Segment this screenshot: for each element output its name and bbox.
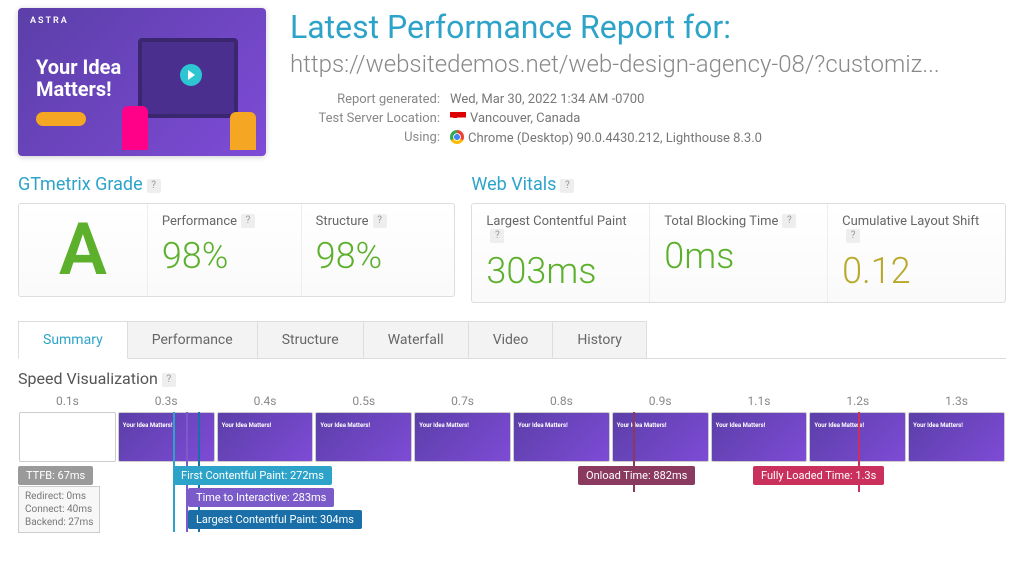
- help-icon[interactable]: ?: [373, 214, 387, 228]
- thumb-brand: ASTRA: [30, 16, 69, 26]
- badge-full: Fully Loaded Time: 1.3s: [753, 466, 884, 485]
- filmstrip-frame: Your Idea Matters!: [315, 412, 412, 462]
- grade-letter: A: [59, 214, 107, 286]
- timeline-tick: 0.1s: [18, 394, 117, 412]
- filmstrip-frame: Your Idea Matters!: [612, 412, 709, 462]
- timeline-tick: 0.3s: [117, 394, 216, 412]
- timeline-tick: 1.2s: [808, 394, 907, 412]
- play-icon: [180, 64, 202, 86]
- filmstrip-frame: Your Idea Matters!: [711, 412, 808, 462]
- speed-visualization: 0.1s0.3s0.4s0.5s0.7s0.8s0.9s1.1s1.2s1.3s…: [18, 394, 1006, 462]
- chrome-icon: [450, 130, 464, 144]
- filmstrip-frame: Your Idea Matters!: [118, 412, 215, 462]
- grade-section-title: GTmetrix Grade?: [18, 174, 455, 195]
- meta-location-value: Vancouver, Canada: [450, 111, 580, 126]
- performance-value: 98%: [162, 235, 287, 277]
- cls-value: 0.12: [842, 250, 991, 292]
- flag-canada-icon: [450, 112, 466, 123]
- lcp-label: Largest Contentful Paint?: [486, 214, 635, 244]
- badge-onload: Onload Time: 882ms: [578, 466, 695, 485]
- grade-box: A Performance? 98% Structure? 98%: [18, 203, 455, 297]
- structure-value: 98%: [316, 235, 441, 277]
- timeline-tick: 0.5s: [314, 394, 413, 412]
- timeline-tick: 0.4s: [216, 394, 315, 412]
- filmstrip-frame: Your Idea Matters!: [513, 412, 610, 462]
- tab-video[interactable]: Video: [468, 321, 554, 358]
- help-icon[interactable]: ?: [241, 214, 255, 228]
- tab-waterfall[interactable]: Waterfall: [363, 321, 469, 358]
- badge-lcp: Largest Contentful Paint: 304ms: [188, 510, 362, 529]
- tabs: Summary Performance Structure Waterfall …: [18, 321, 1006, 359]
- timeline-tick: 0.9s: [611, 394, 710, 412]
- filmstrip-frame: Your Idea Matters!: [414, 412, 511, 462]
- timeline-tick: 1.3s: [907, 394, 1006, 412]
- tbt-value: 0ms: [664, 235, 813, 277]
- tab-summary[interactable]: Summary: [18, 321, 128, 359]
- cls-label: Cumulative Layout Shift?: [842, 214, 991, 244]
- vitals-section-title: Web Vitals?: [471, 174, 1006, 195]
- tab-structure[interactable]: Structure: [257, 321, 364, 358]
- help-icon[interactable]: ?: [846, 229, 860, 243]
- tab-performance[interactable]: Performance: [127, 321, 258, 358]
- thumb-hero-text: Your IdeaMatters!: [36, 56, 121, 100]
- help-icon[interactable]: ?: [782, 214, 796, 228]
- filmstrip-frame: Your Idea Matters!: [217, 412, 314, 462]
- vitals-box: Largest Contentful Paint? 303ms Total Bl…: [471, 203, 1006, 303]
- speed-viz-title: Speed Visualization?: [18, 369, 1006, 388]
- thumb-person-2: [230, 112, 256, 150]
- badge-tti: Time to Interactive: 283ms: [188, 488, 334, 507]
- help-icon[interactable]: ?: [490, 229, 504, 243]
- thumb-person-1: [122, 106, 148, 150]
- meta-using-value: Chrome (Desktop) 90.0.4430.212, Lighthou…: [450, 130, 762, 146]
- tab-history[interactable]: History: [552, 321, 647, 358]
- page-title: Latest Performance Report for:: [290, 8, 940, 46]
- performance-label: Performance?: [162, 214, 287, 229]
- meta-using-label: Using:: [290, 130, 440, 146]
- structure-label: Structure?: [316, 214, 441, 229]
- meta-generated-label: Report generated:: [290, 92, 440, 107]
- filmstrip-frame: [19, 412, 116, 462]
- ttfb-breakdown: Redirect: 0ms Connect: 40ms Backend: 27m…: [18, 486, 100, 533]
- timeline-tick: 0.7s: [413, 394, 512, 412]
- help-icon[interactable]: ?: [147, 179, 161, 193]
- filmstrip-frame: Your Idea Matters!: [908, 412, 1005, 462]
- timeline-tick: 1.1s: [710, 394, 809, 412]
- report-url[interactable]: https://websitedemos.net/web-design-agen…: [290, 50, 940, 78]
- lcp-value: 303ms: [486, 250, 635, 292]
- tbt-label: Total Blocking Time?: [664, 214, 813, 229]
- meta-generated-value: Wed, Mar 30, 2022 1:34 AM -0700: [450, 92, 644, 107]
- badge-fcp: First Contentful Paint: 272ms: [173, 466, 332, 485]
- badge-ttfb: TTFB: 67ms: [18, 466, 93, 485]
- thumb-cta: [36, 112, 86, 126]
- help-icon[interactable]: ?: [560, 179, 574, 193]
- help-icon[interactable]: ?: [162, 373, 176, 387]
- meta-location-label: Test Server Location:: [290, 111, 440, 126]
- timeline-tick: 0.8s: [512, 394, 611, 412]
- site-thumbnail: ASTRA Your IdeaMatters!: [18, 8, 266, 156]
